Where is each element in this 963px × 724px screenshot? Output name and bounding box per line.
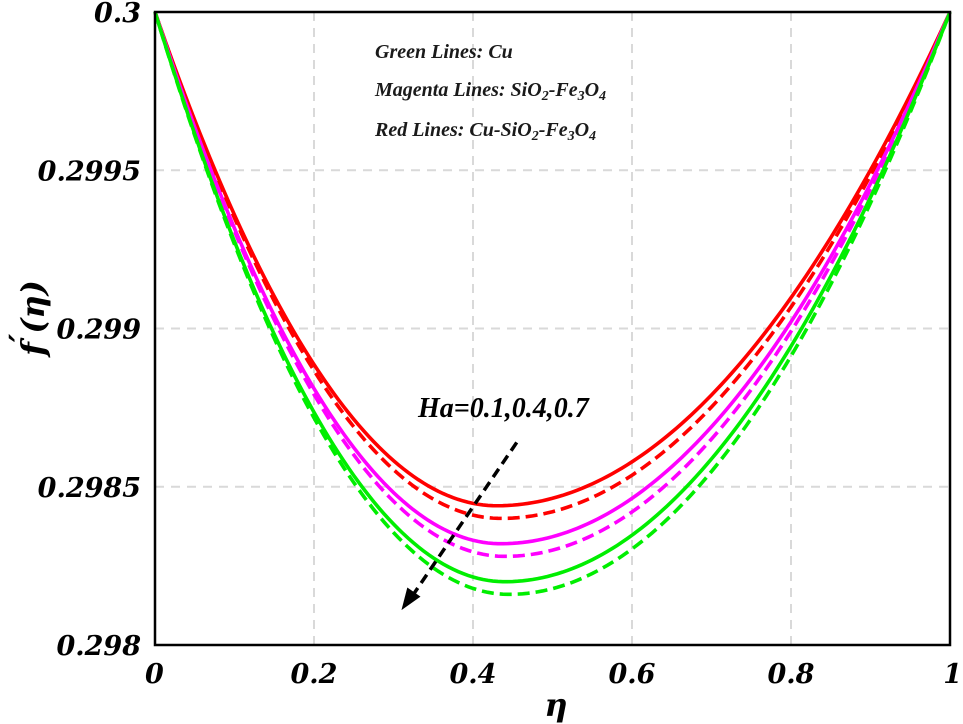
legend-subscript: 3: [577, 89, 585, 104]
series-line-4: [153, 11, 952, 584]
y-tick-label: 0.298: [56, 631, 141, 662]
y-axis-label-eta: (η): [14, 280, 52, 334]
legend-subscript: 2: [541, 89, 549, 104]
legend-subscript: 2: [531, 129, 539, 144]
y-axis-label-f: f: [14, 337, 52, 358]
x-tick-label: 1: [943, 659, 962, 690]
series-line-3: [153, 11, 952, 559]
legend-subscript: 4: [588, 129, 596, 144]
legend-entry-2: Red Lines: Cu-SiO2-Fe3O4: [374, 119, 596, 144]
annotation-label: Ha=0.1,0.4,0.7: [417, 393, 590, 424]
x-tick-label: 0.4: [450, 659, 497, 690]
series-layer: [153, 11, 952, 597]
legend-subscript: 3: [567, 129, 575, 144]
legend-text-part: O: [575, 119, 589, 141]
y-tick-label: 0.2995: [38, 156, 141, 187]
annotation-arrow-head: [401, 587, 421, 611]
tick-labels: 0 0.2 0.4 0.6 0.8 1 0.298 0.2985 0.299 0.2995 0.3: [38, 0, 962, 690]
annotation-arrow-line: [408, 441, 519, 602]
legend-text-part: Red Lines: Cu-SiO: [374, 119, 532, 141]
legend-entry-1: Magenta Lines: SiO2-Fe3O4: [374, 79, 606, 104]
y-axis-label-prime: ′: [2, 333, 40, 342]
series-line-1: [153, 11, 952, 521]
series-line-0: [153, 11, 952, 508]
annotation: Ha=0.1,0.4,0.7: [401, 393, 590, 611]
y-axis-label: f′(η): [2, 280, 52, 358]
legend-text-part: Green Lines: Cu: [375, 41, 513, 63]
x-tick-label: 0.8: [768, 659, 815, 690]
legend-text-part: O: [585, 79, 599, 101]
y-tick-label: 0.2985: [38, 473, 141, 504]
x-tick-label: 0.6: [609, 659, 656, 690]
legend-entry-0: Green Lines: Cu: [375, 41, 513, 63]
series-line-5: [153, 11, 952, 597]
y-tick-label: 0.299: [56, 315, 141, 346]
y-tick-label: 0.3: [94, 0, 141, 29]
legend-text-part: -Fe: [549, 79, 578, 101]
legend-text-part: -Fe: [539, 119, 568, 141]
legend-text-part: Magenta Lines: SiO: [374, 79, 542, 101]
legend-subscript: 4: [598, 89, 606, 104]
x-tick-label: 0: [145, 659, 164, 690]
x-axis-label: η: [544, 686, 567, 724]
x-tick-label: 0.2: [291, 659, 338, 690]
plot-frame: [153, 10, 952, 647]
series-line-2: [153, 11, 952, 546]
